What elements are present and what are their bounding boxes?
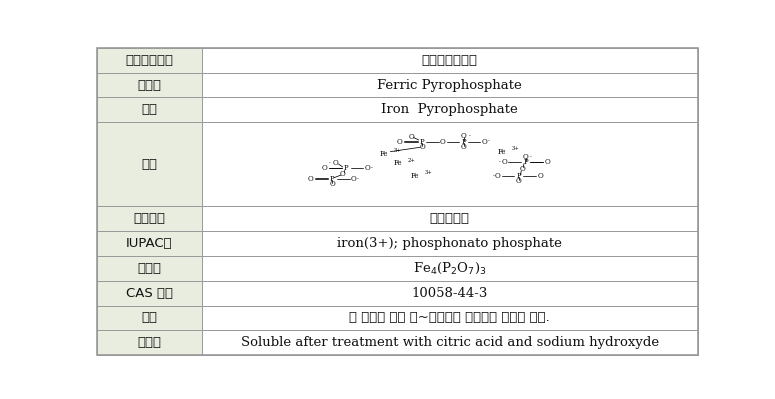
Text: O: O: [339, 170, 346, 178]
Bar: [202, 256, 698, 281]
Text: O: O: [322, 164, 328, 172]
Text: Ferric Pyrophosphate: Ferric Pyrophosphate: [377, 79, 522, 91]
Text: O: O: [544, 158, 550, 166]
Bar: [97, 48, 202, 73]
Text: O: O: [409, 132, 415, 140]
Text: Iron  Pyrophosphate: Iron Pyrophosphate: [381, 103, 518, 117]
Bar: [202, 330, 698, 355]
Bar: [202, 97, 698, 122]
Bar: [202, 306, 698, 330]
Text: Fe: Fe: [498, 148, 506, 156]
Text: O: O: [501, 158, 507, 166]
Text: -: -: [329, 160, 330, 165]
Bar: [97, 281, 202, 306]
Bar: [202, 206, 698, 231]
Text: O: O: [440, 138, 446, 146]
Text: 분자식: 분자식: [137, 262, 161, 275]
Bar: [97, 206, 202, 231]
Bar: [97, 73, 202, 97]
Text: -: -: [492, 173, 494, 178]
Bar: [97, 306, 202, 330]
Text: 용해도: 용해도: [137, 336, 161, 349]
Text: 2+: 2+: [408, 158, 415, 162]
Text: Soluble after treatment with citric acid and sodium hydroxyde: Soluble after treatment with citric acid…: [241, 336, 659, 349]
Text: -: -: [488, 139, 490, 144]
Text: O: O: [365, 164, 370, 172]
Text: O: O: [333, 159, 339, 167]
Text: IUPAC명: IUPAC명: [126, 237, 173, 250]
Bar: [97, 97, 202, 122]
Text: 피로인산제이철: 피로인산제이철: [422, 54, 477, 67]
Text: O: O: [523, 153, 529, 161]
Bar: [97, 330, 202, 355]
Text: O: O: [397, 138, 402, 146]
Text: P: P: [420, 138, 425, 146]
Bar: [202, 122, 698, 206]
Text: O: O: [308, 175, 314, 183]
Text: 3+: 3+: [512, 146, 519, 151]
Bar: [97, 122, 202, 206]
Text: 식품첨가물명: 식품첨가물명: [126, 54, 174, 67]
Text: Fe: Fe: [411, 172, 419, 180]
Text: O: O: [537, 172, 543, 180]
Text: O: O: [419, 143, 425, 151]
Text: 성상: 성상: [141, 312, 157, 324]
Text: Fe: Fe: [380, 150, 388, 158]
Text: 3+: 3+: [425, 170, 432, 175]
Text: O: O: [460, 143, 467, 151]
Text: P: P: [516, 172, 521, 180]
Text: 영양강화제: 영양강화제: [430, 212, 470, 225]
Text: O: O: [460, 132, 467, 140]
Text: P: P: [344, 164, 349, 172]
Bar: [202, 281, 698, 306]
Text: -: -: [370, 165, 373, 170]
Text: O: O: [329, 180, 336, 188]
Text: Fe: Fe: [394, 159, 402, 167]
Text: 주요용도: 주요용도: [133, 212, 165, 225]
Text: -: -: [530, 154, 532, 160]
Text: 구조: 구조: [141, 158, 157, 171]
Text: 이 품목은 엷은 황~황갈색의 분말로서 냄새가 없다.: 이 품목은 엷은 황~황갈색의 분말로서 냄새가 없다.: [350, 312, 550, 324]
Text: O: O: [494, 172, 501, 180]
Bar: [202, 48, 698, 73]
Text: O: O: [351, 175, 356, 183]
Text: 10058-44-3: 10058-44-3: [412, 286, 488, 300]
Text: Fe$_4$(P$_2$O$_7$)$_3$: Fe$_4$(P$_2$O$_7$)$_3$: [413, 261, 487, 276]
Text: P: P: [330, 175, 335, 183]
Bar: [202, 231, 698, 256]
Bar: [202, 73, 698, 97]
Text: P: P: [523, 158, 528, 166]
Text: P: P: [461, 138, 466, 146]
Text: 3+: 3+: [394, 148, 401, 153]
Bar: [97, 231, 202, 256]
Text: -: -: [469, 134, 470, 139]
Text: 이명: 이명: [141, 103, 157, 117]
Text: iron(3+); phosphonato phosphate: iron(3+); phosphonato phosphate: [337, 237, 562, 250]
Text: O: O: [482, 138, 487, 146]
Text: 영문명: 영문명: [137, 79, 161, 91]
Text: O: O: [519, 165, 525, 173]
Text: -: -: [357, 176, 359, 181]
Text: CAS 번호: CAS 번호: [126, 286, 173, 300]
Text: -: -: [499, 159, 501, 164]
Text: O: O: [516, 178, 522, 186]
Bar: [97, 256, 202, 281]
